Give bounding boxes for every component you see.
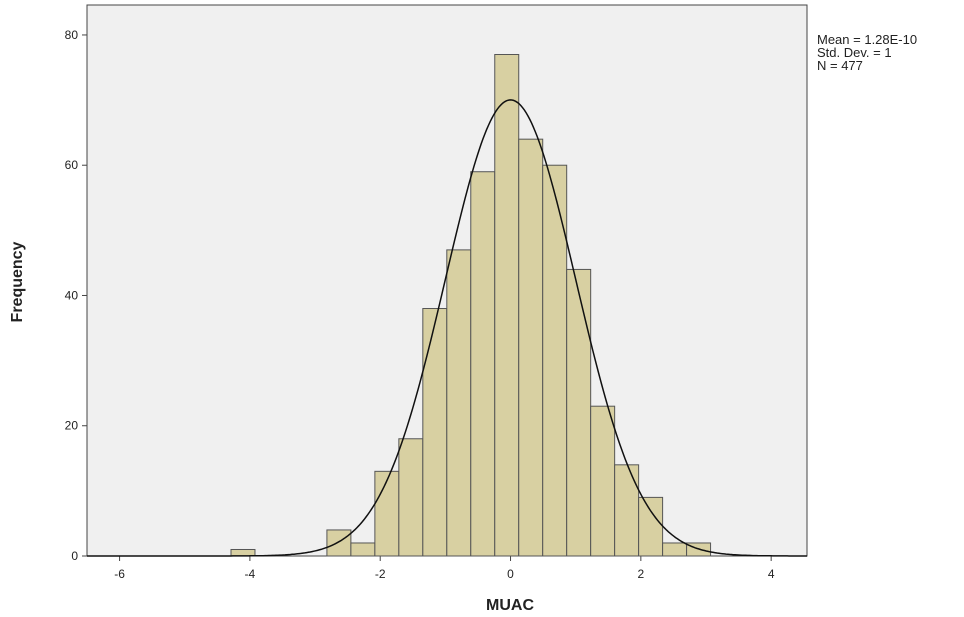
bar [518,138,544,557]
stat-label: Mean = 1.28E-10 [817,32,917,47]
bar [326,529,352,557]
bar [374,470,400,557]
normal-curve [87,99,807,557]
x-axis-label: MUAC [486,597,534,614]
bar [422,308,448,557]
bar [662,542,688,557]
y-tick-label: 0 [71,549,78,563]
bar [494,53,520,557]
y-tick-label: 80 [65,28,79,42]
x-tick-label: 4 [768,567,775,581]
bar [638,496,664,557]
stat-label: N = 477 [817,58,863,73]
bar [350,542,376,557]
bar [614,464,640,557]
bar [470,171,496,557]
y-axis-label: Frequency [9,241,26,322]
y-tick-label: 60 [65,158,79,172]
bar [230,548,256,557]
bar [590,405,616,557]
x-tick-label: -2 [375,567,386,581]
stat-label: Std. Dev. = 1 [817,45,892,60]
bar [398,438,424,557]
y-tick-label: 40 [65,288,79,302]
y-tick-label: 20 [65,419,79,433]
x-tick-label: -4 [245,567,256,581]
x-tick-label: -6 [114,567,125,581]
bar [566,268,592,557]
x-tick-label: 0 [507,567,514,581]
x-tick-label: 2 [638,567,645,581]
bar [446,249,472,557]
